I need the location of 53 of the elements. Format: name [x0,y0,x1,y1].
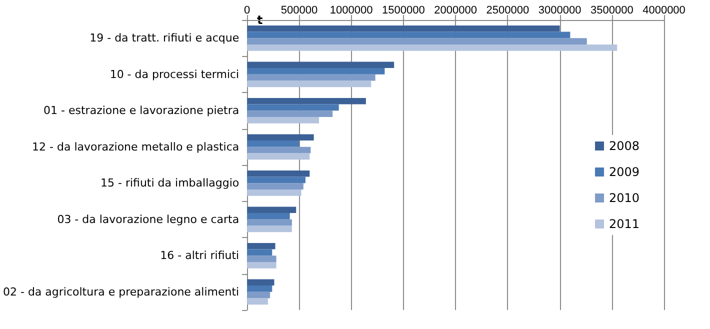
bar [247,262,276,268]
x-tick-label: 2000000 [434,4,477,16]
x-tick-label: 1500000 [382,4,425,16]
bar [247,44,618,51]
bar [247,286,272,292]
bar [247,25,560,32]
y-tick-label: 12 - da lavorazione metallo e plastica [32,140,240,154]
bar [247,110,333,117]
y-tick-label: 02 - da agricoltura e preparazione alimenti [2,285,240,298]
bar [247,134,314,141]
y-tick-label: 10 - da processi termici [110,68,240,81]
bar [247,116,320,124]
bar [247,298,268,305]
y-tick-label: 01 - estrazione e lavorazione pietra [44,104,240,118]
y-tick-label: 19 - da tratt. rifiuti e acque [90,32,240,45]
legend-label: 2010 [609,191,640,205]
bar [247,74,376,81]
bar [247,249,272,256]
legend-label: 2011 [609,217,640,231]
x-tick-label: 2500000 [486,4,530,16]
bar [247,242,276,250]
bar [247,38,587,44]
bar [247,32,570,38]
bar [247,292,270,298]
bar [247,104,339,111]
bar [247,279,274,286]
bar [247,256,276,262]
y-tick-label: 16 - altri rifiuti [160,249,240,262]
bar [247,213,290,220]
bar [247,153,310,160]
bar [247,183,304,190]
x-tick-label: 1000000 [330,4,373,16]
bar [247,189,302,196]
bar [247,98,366,104]
bar [247,62,394,68]
x-tick-label: 0 [244,4,250,16]
x-tick-label: 500000 [280,4,318,16]
bar [247,80,372,88]
legend-label: 2009 [609,165,640,179]
x-tick-label: 3000000 [538,4,582,16]
bar [247,170,310,177]
bar [247,206,296,214]
bar [247,219,292,226]
x-tick-label: 3500000 [590,4,634,16]
y-tick-label: 03 - da lavorazione legno e carta [57,212,240,226]
bar [247,146,311,154]
y-tick-label: 15 - rifiuti da imballaggio [100,176,240,190]
bar [247,140,300,147]
bar [247,68,385,74]
legend-label: 2008 [609,139,640,153]
x-tick-label: 4000000 [642,4,686,16]
bar [247,226,292,232]
bar [247,176,306,184]
